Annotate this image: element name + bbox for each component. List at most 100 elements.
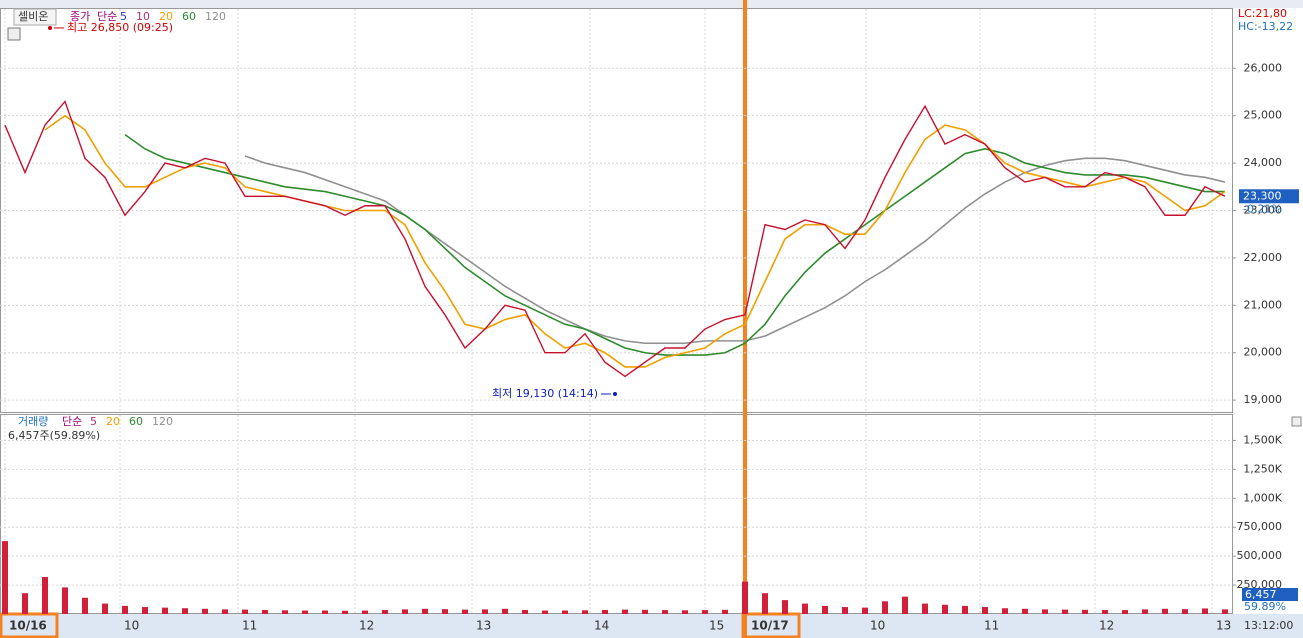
- volume-bar: [342, 610, 348, 614]
- x-tick-label: 10/17: [751, 619, 789, 633]
- volume-bar: [62, 587, 68, 614]
- annotation: 최저 19,130 (14:14): [492, 387, 598, 400]
- volume-bar: [742, 581, 748, 614]
- price-series-name: 종가: [70, 10, 90, 23]
- volume-bar: [302, 610, 308, 614]
- y-tick-label: 21,000: [1244, 298, 1283, 311]
- x-tick-label: 10: [124, 619, 139, 633]
- legend-entry: 10: [136, 10, 150, 23]
- volume-bar: [242, 609, 248, 614]
- volume-bar: [1222, 609, 1228, 614]
- volume-bar: [362, 610, 368, 614]
- annotation: 최고 26,850 (09:25): [67, 21, 173, 34]
- x-tick-label: 12: [1099, 619, 1114, 633]
- volume-bar: [1062, 609, 1068, 614]
- ma-line: [44, 114, 1226, 368]
- volume-bar: [662, 610, 668, 614]
- y-tick-label: 22,000: [1244, 251, 1283, 264]
- volume-bar: [482, 609, 488, 614]
- volume-bar: [1142, 609, 1148, 614]
- volume-bar: [922, 603, 928, 614]
- volume-bar: [222, 609, 228, 614]
- volume-bar: [982, 607, 988, 614]
- volume-bar: [102, 603, 108, 614]
- volume-bar: [182, 608, 188, 614]
- volume-bar: [1102, 609, 1108, 614]
- x-tick-label: 11: [984, 619, 999, 633]
- x-axis-bar: [0, 614, 1303, 638]
- volume-panel: [0, 414, 1233, 614]
- volume-bar: [602, 609, 608, 614]
- volume-bar: [722, 609, 728, 614]
- x-tick-label: 10: [870, 619, 885, 633]
- last-ratio: 59.89%: [1244, 600, 1286, 613]
- legend-entry: 60: [182, 10, 196, 23]
- volume-title: 거래량: [18, 415, 48, 428]
- change: -0.21%: [1243, 202, 1282, 215]
- volume-bar: [122, 605, 128, 614]
- x-tick-label: 15: [709, 619, 724, 633]
- volume-bar: [1082, 609, 1088, 614]
- extreme-point: [48, 25, 52, 30]
- calendar-icon[interactable]: [7, 27, 21, 41]
- legend-entry: 120: [205, 10, 226, 23]
- volume-bar: [1, 541, 8, 614]
- volume-bar: [522, 609, 528, 614]
- volume-bar: [1202, 608, 1208, 614]
- volume-bar: [1002, 608, 1008, 614]
- volume-bar: [842, 607, 848, 614]
- volume-bar: [1022, 608, 1028, 614]
- day-highlight: [0, 612, 59, 638]
- close-button[interactable]: [1291, 416, 1302, 427]
- volume-bar: [542, 610, 548, 614]
- x-tick-label: 14: [594, 619, 609, 633]
- volume-bar: [402, 609, 408, 614]
- volume-bar: [422, 608, 428, 614]
- top-bar: [0, 0, 1303, 8]
- volume-bar: [942, 604, 948, 614]
- volume-bar: [702, 610, 708, 614]
- volume-bar: [1122, 610, 1128, 614]
- volume-bar: [162, 607, 168, 614]
- x-tick-label: 13: [476, 619, 491, 633]
- volume-bar: [1162, 608, 1168, 614]
- volume-bar: [22, 593, 28, 614]
- x-tick-label: 12: [359, 619, 374, 633]
- legend-entry: 20: [106, 415, 120, 428]
- volume-bar: [282, 610, 288, 614]
- volume-bar: [382, 609, 388, 614]
- volume-bar: [822, 605, 828, 614]
- volume-bar: [142, 607, 148, 614]
- volume-bar: [862, 607, 868, 614]
- volume-bar: [82, 597, 88, 614]
- hc-label: HC:-13,22: [1238, 20, 1293, 33]
- volume-bar: [582, 610, 588, 614]
- y-tick-label: 1,500K: [1243, 433, 1282, 446]
- volume-bar: [802, 603, 808, 614]
- volume-bar: [962, 605, 968, 614]
- last-price-box: [1239, 189, 1299, 204]
- stock-name-box[interactable]: [13, 8, 57, 26]
- legend-entry: 60: [129, 415, 143, 428]
- volume-bar: [322, 610, 328, 614]
- volume-bar: [682, 610, 688, 614]
- volume-bar: [42, 576, 48, 614]
- volume-bar: [442, 609, 448, 614]
- lc-label: LC:21,80: [1238, 7, 1287, 20]
- y-tick-label: 25,000: [1244, 109, 1283, 122]
- time-label: 13:12:00: [1244, 619, 1293, 632]
- legend-entry: 120: [152, 415, 173, 428]
- y-tick-label: 26,000: [1244, 61, 1283, 74]
- volume-bar: [1042, 609, 1048, 614]
- last-volume-box: [1242, 588, 1298, 601]
- y-tick-label: 19,000: [1244, 393, 1283, 406]
- y-tick-label: 23,000: [1244, 204, 1283, 217]
- extreme-point: [613, 391, 617, 396]
- y-tick-label: 20,000: [1244, 346, 1283, 359]
- y-tick-label: 500,000: [1237, 549, 1283, 562]
- volume-bar: [762, 593, 768, 614]
- y-tick-label: 1,000K: [1243, 491, 1282, 504]
- last-volume: 6,457: [1245, 588, 1277, 601]
